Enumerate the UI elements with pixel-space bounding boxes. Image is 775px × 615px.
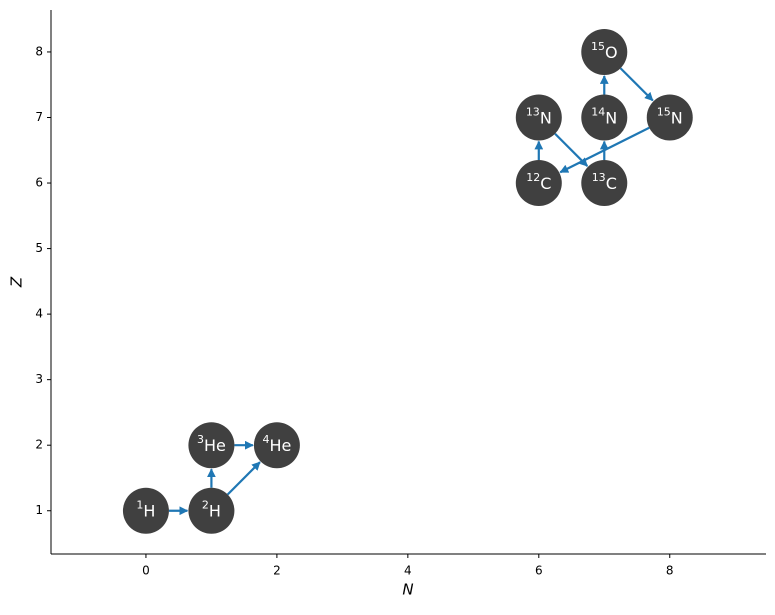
y-tick-label: 5	[35, 241, 43, 255]
nuclide-label: 2H	[202, 499, 221, 521]
reaction-arrow	[559, 126, 650, 174]
nuclide-label: 15N	[657, 105, 683, 127]
nuclide-node	[188, 422, 235, 469]
nuclide-node	[646, 94, 693, 141]
element-symbol: H	[209, 501, 221, 520]
element-symbol: C	[606, 174, 617, 193]
element-symbol: C	[540, 174, 551, 193]
y-tick-label: 7	[35, 110, 43, 124]
mass-number: 4	[262, 433, 269, 446]
nuclide-label: 13C	[592, 171, 617, 193]
y-tick-label: 6	[35, 176, 43, 190]
mass-number: 15	[657, 105, 671, 118]
y-tick-label: 8	[35, 44, 43, 58]
x-tick-label: 2	[273, 564, 281, 578]
mass-number: 13	[526, 105, 540, 118]
mass-number: 14	[591, 105, 605, 118]
element-symbol: H	[143, 501, 155, 520]
mass-number: 12	[526, 171, 540, 184]
nuclide-node	[515, 160, 562, 207]
element-symbol: He	[204, 436, 226, 455]
y-tick-label: 3	[35, 372, 43, 386]
reaction-arrow	[226, 461, 261, 496]
mass-number: 15	[591, 40, 605, 53]
mass-number: 13	[592, 171, 606, 184]
element-symbol: N	[605, 108, 617, 127]
nuclide-node	[515, 94, 562, 141]
x-tick-label: 0	[142, 564, 150, 578]
nuclide-label: 12C	[526, 171, 551, 193]
nuclide-node	[581, 94, 628, 141]
element-symbol: N	[540, 108, 552, 127]
nuclide-node	[581, 28, 628, 75]
nuclide-label: 1H	[136, 499, 155, 521]
nuclide-node	[188, 487, 235, 534]
nuclide-label: 15O	[591, 40, 618, 62]
x-tick-label: 6	[535, 564, 543, 578]
y-tick-label: 1	[35, 503, 43, 517]
nuclide-label: 14N	[591, 105, 617, 127]
reaction-arrow	[619, 67, 654, 102]
x-tick-label: 4	[404, 564, 412, 578]
element-symbol: O	[605, 42, 618, 61]
nuclide-node	[581, 160, 628, 207]
nuclide-label: 13N	[526, 105, 552, 127]
mass-number: 3	[197, 433, 204, 446]
mass-number: 1	[136, 499, 143, 512]
nuclide-label: 4He	[262, 433, 291, 455]
mass-number: 2	[202, 499, 209, 512]
y-tick-label: 4	[35, 307, 43, 321]
nuclide-label: 3He	[197, 433, 226, 455]
nuclide-node	[253, 422, 300, 469]
element-symbol: He	[269, 436, 291, 455]
x-tick-label: 8	[666, 564, 674, 578]
nuclide-node	[122, 487, 169, 534]
x-axis-label: N	[402, 581, 413, 599]
y-tick-label: 2	[35, 438, 43, 452]
element-symbol: N	[671, 108, 683, 127]
y-axis-label: Z	[8, 276, 26, 288]
